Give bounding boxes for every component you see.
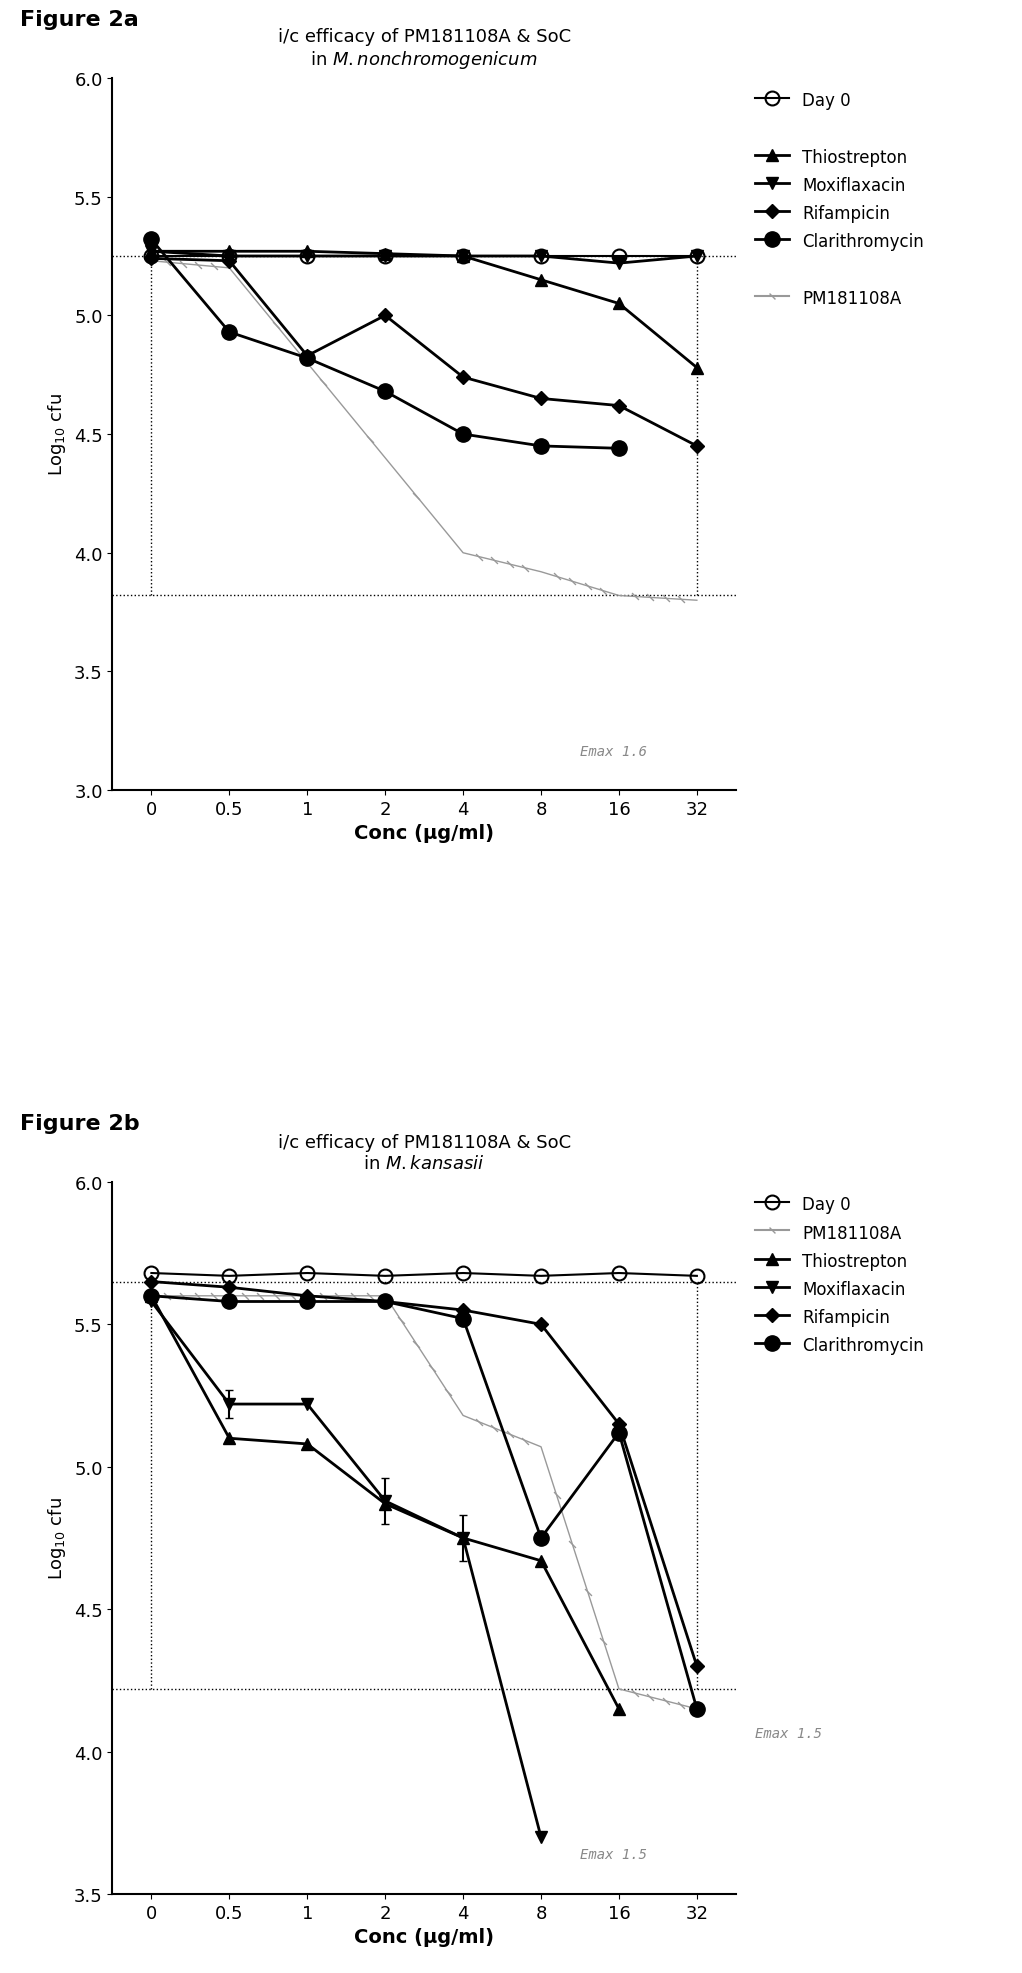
Day 0 — [535, 1265, 547, 1288]
Day 0 — [691, 1265, 703, 1288]
Line: Day 0: Day 0 — [144, 1267, 704, 1282]
Day 0 — [379, 1265, 391, 1288]
Thiostrepton — [301, 1432, 314, 1456]
Line: Rifampicin: Rifampicin — [146, 1277, 702, 1671]
Clarithromycin — [691, 1697, 703, 1720]
Day 0 — [223, 245, 235, 268]
Moxiflaxacin — [379, 1490, 391, 1513]
Line: Clarithromycin: Clarithromycin — [144, 1288, 704, 1717]
Clarithromycin — [457, 1306, 469, 1330]
Moxiflaxacin — [301, 1393, 314, 1417]
Clarithromycin — [613, 1421, 625, 1444]
Rifampicin — [613, 1413, 625, 1436]
Moxiflaxacin — [223, 1393, 235, 1417]
Clarithromycin — [145, 1284, 157, 1308]
Rifampicin — [145, 1271, 157, 1294]
Moxiflaxacin — [223, 245, 235, 268]
Thiostrepton — [379, 1492, 391, 1515]
Day 0 — [145, 245, 157, 268]
Rifampicin — [223, 251, 235, 274]
Moxiflaxacin — [535, 1825, 547, 1849]
Thiostrepton — [613, 292, 625, 316]
Thiostrepton — [535, 268, 547, 292]
Rifampicin — [379, 304, 391, 328]
Rifampicin — [457, 1298, 469, 1322]
Thiostrepton — [145, 241, 157, 264]
Rifampicin — [457, 367, 469, 391]
Day 0 — [535, 245, 547, 268]
Clarithromycin — [301, 1290, 314, 1314]
Clarithromycin — [535, 1527, 547, 1551]
Text: Emax 1.6: Emax 1.6 — [580, 744, 647, 758]
Text: Figure 2b: Figure 2b — [20, 1113, 140, 1133]
Y-axis label: Log$_{10}$ cfu: Log$_{10}$ cfu — [46, 1498, 68, 1580]
Thiostrepton — [613, 1697, 625, 1720]
Day 0 — [691, 245, 703, 268]
Moxiflaxacin — [613, 253, 625, 276]
X-axis label: Conc (µg/ml): Conc (µg/ml) — [355, 1928, 494, 1945]
Thiostrepton — [145, 1284, 157, 1308]
Clarithromycin — [535, 434, 547, 458]
Moxiflaxacin — [379, 245, 391, 268]
Title: i/c efficacy of PM181108A & SoC
in $\it{M.kansasii}$: i/c efficacy of PM181108A & SoC in $\it{… — [278, 1134, 570, 1172]
Text: Figure 2a: Figure 2a — [20, 10, 139, 30]
Moxiflaxacin — [691, 245, 703, 268]
Rifampicin — [301, 345, 314, 369]
Rifampicin — [691, 434, 703, 458]
Rifampicin — [223, 1277, 235, 1300]
Thiostrepton — [691, 357, 703, 381]
Rifampicin — [691, 1655, 703, 1679]
Line: Moxiflaxacin: Moxiflaxacin — [145, 1296, 547, 1843]
Moxiflaxacin — [145, 1290, 157, 1314]
Line: Day 0: Day 0 — [144, 251, 704, 264]
Line: Thiostrepton: Thiostrepton — [145, 247, 703, 375]
Clarithromycin — [223, 322, 235, 345]
Text: Emax 1.5: Emax 1.5 — [580, 1847, 647, 1861]
Rifampicin — [535, 387, 547, 410]
Day 0 — [301, 1261, 314, 1284]
Line: Thiostrepton: Thiostrepton — [145, 1290, 625, 1715]
Legend: Day 0, PM181108A, Thiostrepton, Moxiflaxacin, Rifampicin, Clarithromycin: Day 0, PM181108A, Thiostrepton, Moxiflax… — [750, 1190, 929, 1359]
Moxiflaxacin — [145, 241, 157, 264]
Rifampicin — [379, 1290, 391, 1314]
Day 0 — [457, 1261, 469, 1284]
Day 0 — [301, 245, 314, 268]
Clarithromycin — [613, 438, 625, 462]
Thiostrepton — [457, 245, 469, 268]
Thiostrepton — [223, 1426, 235, 1450]
Title: i/c efficacy of PM181108A & SoC
in $\it{M.nonchromogenicum}$: i/c efficacy of PM181108A & SoC in $\it{… — [278, 28, 570, 71]
Day 0 — [145, 1261, 157, 1284]
Rifampicin — [535, 1312, 547, 1336]
Thiostrepton — [379, 243, 391, 266]
Line: Clarithromycin: Clarithromycin — [144, 233, 626, 456]
Rifampicin — [613, 395, 625, 418]
Thiostrepton — [535, 1549, 547, 1572]
Thiostrepton — [223, 241, 235, 264]
Moxiflaxacin — [457, 1527, 469, 1551]
Moxiflaxacin — [457, 245, 469, 268]
Clarithromycin — [301, 347, 314, 371]
Moxiflaxacin — [301, 245, 314, 268]
Thiostrepton — [301, 241, 314, 264]
Y-axis label: Log$_{10}$ cfu: Log$_{10}$ cfu — [46, 393, 68, 475]
Day 0 — [613, 245, 625, 268]
Clarithromycin — [223, 1290, 235, 1314]
Day 0 — [223, 1265, 235, 1288]
Text: Emax 1.5: Emax 1.5 — [754, 1726, 822, 1740]
Line: Rifampicin: Rifampicin — [146, 255, 702, 452]
Clarithromycin — [457, 422, 469, 446]
Rifampicin — [145, 247, 157, 270]
Day 0 — [457, 245, 469, 268]
Day 0 — [379, 245, 391, 268]
X-axis label: Conc (µg/ml): Conc (µg/ml) — [355, 825, 494, 842]
Moxiflaxacin — [535, 245, 547, 268]
Clarithromycin — [145, 229, 157, 253]
Day 0 — [613, 1261, 625, 1284]
Legend: Day 0, , Thiostrepton, Moxiflaxacin, Rifampicin, Clarithromycin, , PM181108A: Day 0, , Thiostrepton, Moxiflaxacin, Rif… — [750, 87, 929, 312]
Clarithromycin — [379, 381, 391, 404]
Thiostrepton — [457, 1527, 469, 1551]
Line: Moxiflaxacin: Moxiflaxacin — [145, 247, 703, 270]
Clarithromycin — [379, 1290, 391, 1314]
Rifampicin — [301, 1284, 314, 1308]
